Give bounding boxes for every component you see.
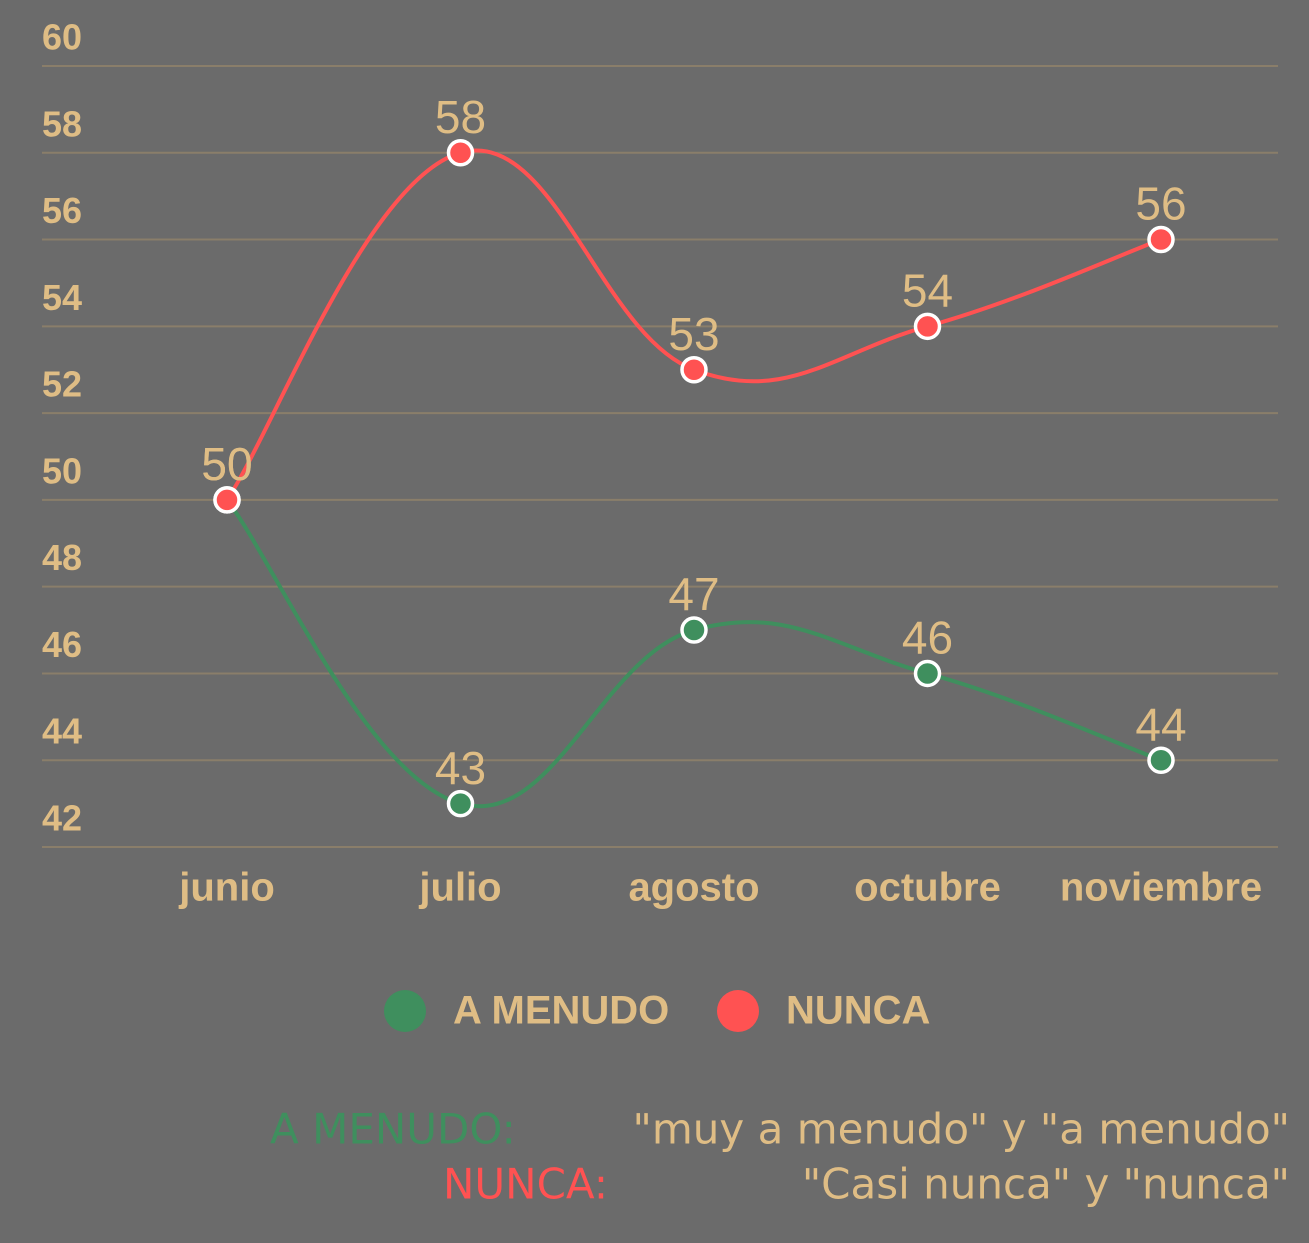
- note-label: A MENUDO:: [270, 1105, 516, 1154]
- series-line: [225, 148, 1162, 502]
- y-tick-label: 52: [42, 364, 82, 405]
- data-point: [913, 312, 942, 341]
- note-text: "Casi nunca" y "nunca": [802, 1160, 1290, 1209]
- y-tick-label: 50: [42, 450, 82, 491]
- y-tick-label: 54: [42, 277, 82, 318]
- legend-label: NUNCA: [786, 989, 930, 1033]
- legend-label: A MENUDO: [453, 989, 669, 1033]
- series-line: [225, 498, 1162, 809]
- data-label: 46: [902, 612, 953, 664]
- y-tick-label: 44: [42, 711, 82, 752]
- x-tick-label: junio: [178, 866, 275, 910]
- data-label: 47: [668, 568, 719, 620]
- note-label: NUNCA:: [443, 1160, 608, 1209]
- x-tick-label: octubre: [854, 866, 1001, 910]
- legend-swatch: [384, 990, 426, 1032]
- data-label: 56: [1135, 178, 1186, 230]
- y-tick-label: 48: [42, 537, 82, 578]
- data-label: 53: [668, 308, 719, 360]
- x-tick-label: noviembre: [1060, 866, 1262, 910]
- y-tick-label: 58: [42, 103, 82, 144]
- data-point: [680, 616, 708, 644]
- y-tick-label: 46: [42, 624, 82, 665]
- data-label: 58: [435, 91, 486, 143]
- y-tick-label: 56: [42, 190, 82, 231]
- x-tick-label: julio: [418, 866, 501, 910]
- x-tick-label: agosto: [628, 866, 759, 910]
- legend-swatch: [717, 990, 759, 1032]
- data-label: 43: [435, 742, 486, 794]
- data-point: [446, 139, 475, 167]
- y-tick-label: 60: [42, 17, 82, 58]
- data-point: [213, 486, 241, 514]
- data-point: [680, 355, 708, 384]
- data-label: 44: [1135, 698, 1186, 750]
- data-label: 50: [201, 438, 252, 490]
- data-point: [1147, 225, 1175, 254]
- data-point: [1147, 746, 1175, 774]
- note-text: "muy a menudo" y "a menudo": [633, 1105, 1290, 1154]
- data-label: 54: [902, 264, 953, 316]
- data-point: [446, 789, 475, 818]
- y-tick-label: 42: [42, 798, 82, 839]
- data-label: 50: [201, 438, 252, 490]
- data-point: [913, 659, 942, 688]
